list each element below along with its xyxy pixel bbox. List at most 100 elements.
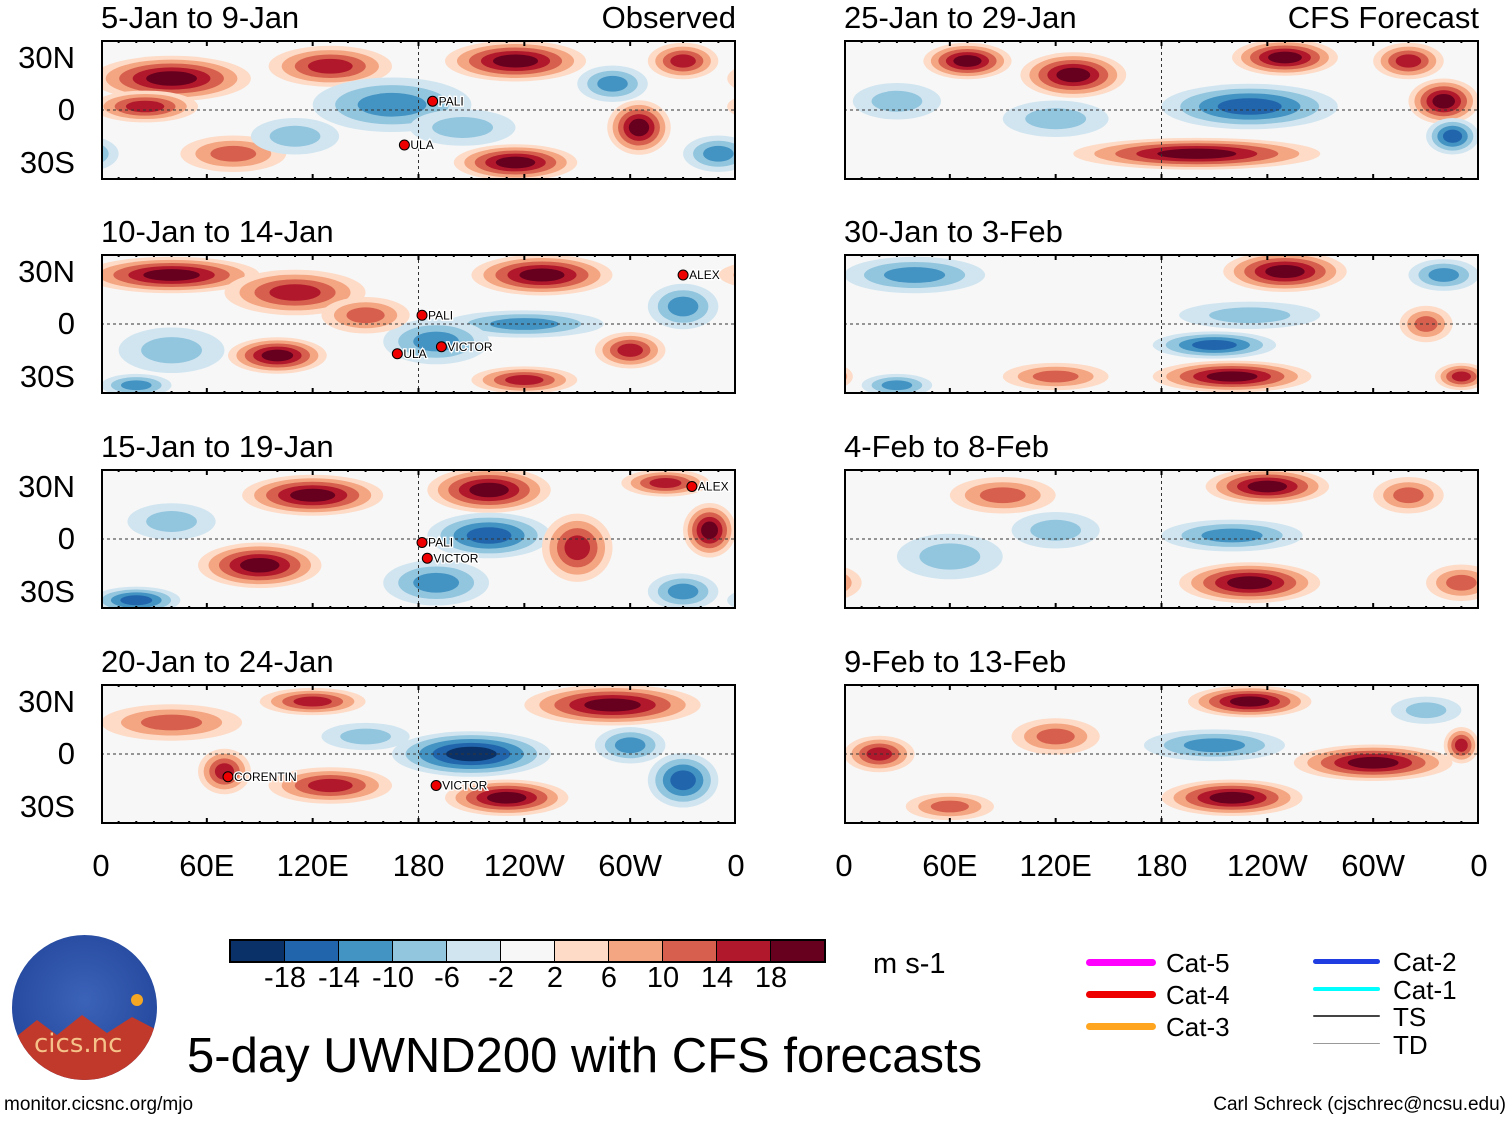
colorbar bbox=[229, 939, 826, 963]
anomaly-contour bbox=[1428, 268, 1460, 282]
colorbar-swatch bbox=[663, 941, 717, 961]
anomaly-contour bbox=[871, 90, 923, 112]
lon-label: 0 bbox=[92, 848, 110, 883]
lon-label: 120W bbox=[1226, 848, 1308, 883]
anomaly-contour bbox=[146, 511, 197, 532]
colorbar-swatch bbox=[609, 941, 663, 961]
anomaly-contour bbox=[432, 117, 494, 138]
source-url[interactable]: monitor.cicsnc.org/mjo bbox=[4, 1094, 194, 1115]
anomaly-contour bbox=[844, 366, 853, 387]
legend-label: Cat-4 bbox=[1166, 980, 1230, 1010]
legend-swatch-cat-5 bbox=[1086, 958, 1156, 966]
storm-label: VICTOR bbox=[442, 779, 487, 793]
lon-label: 60E bbox=[179, 848, 235, 883]
storm-marker bbox=[398, 139, 410, 151]
anomaly-contour bbox=[293, 696, 332, 707]
storm-marker bbox=[677, 269, 689, 281]
anomaly-contour bbox=[667, 583, 699, 600]
lat-label: 0 bbox=[57, 521, 75, 556]
colorbar-swatch bbox=[447, 941, 501, 961]
anomaly-contour bbox=[844, 566, 862, 599]
storm-marker bbox=[435, 341, 447, 353]
anomaly-contour bbox=[1405, 702, 1447, 719]
colorbar-swatch bbox=[717, 941, 771, 961]
anomaly-contour bbox=[1192, 340, 1237, 350]
lon-label: 60W bbox=[1341, 848, 1406, 883]
anomaly-contour bbox=[727, 592, 736, 609]
anomaly-contour bbox=[930, 800, 969, 813]
lat-label: 0 bbox=[57, 306, 75, 341]
wind-anomaly-map: ALEX PALI ULA VICTOR bbox=[101, 254, 736, 394]
storm-marker bbox=[222, 771, 234, 783]
panel-title: 5-Jan to 9-Jan bbox=[101, 0, 300, 35]
anomaly-contour bbox=[239, 557, 280, 573]
storm-label: VICTOR bbox=[447, 340, 492, 354]
forecast-header: CFS Forecast bbox=[1287, 0, 1479, 35]
anomaly-contour bbox=[446, 746, 497, 762]
storm-label: PALI bbox=[439, 94, 464, 108]
anomaly-contour bbox=[486, 791, 527, 804]
anomaly-contour bbox=[1217, 98, 1282, 115]
anomaly-contour bbox=[505, 375, 544, 385]
anomaly-contour bbox=[649, 478, 682, 488]
anomaly-contour bbox=[667, 296, 699, 317]
anomaly-contour bbox=[979, 487, 1026, 504]
wind-anomaly-map bbox=[844, 40, 1479, 180]
legend-label: Cat-5 bbox=[1166, 948, 1230, 978]
lon-label: 180 bbox=[392, 848, 445, 883]
panel-title: 30-Jan to 3-Feb bbox=[844, 214, 1063, 249]
anomaly-contour bbox=[269, 284, 321, 301]
colorbar-tick-label: -6 bbox=[434, 962, 460, 994]
anomaly-contour bbox=[519, 268, 565, 282]
anomaly-contour bbox=[617, 343, 643, 357]
lat-label: 30N bbox=[18, 683, 75, 719]
panel-title: 20-Jan to 24-Jan bbox=[101, 644, 334, 679]
logo: cics.nc bbox=[12, 935, 157, 1080]
storm-label: VICTOR bbox=[433, 551, 478, 565]
anomaly-contour bbox=[1347, 756, 1399, 769]
anomaly-contour bbox=[269, 125, 321, 147]
legend-label: Cat-1 bbox=[1393, 974, 1457, 1005]
lon-label: 120E bbox=[1019, 848, 1092, 883]
storm-label: ULA bbox=[403, 347, 426, 361]
storm-marker bbox=[421, 552, 433, 564]
anomaly-contour bbox=[469, 482, 509, 498]
anomaly-contour bbox=[413, 331, 460, 352]
colorbar-tick-label: -10 bbox=[372, 962, 414, 994]
colorbar-tick-label: -14 bbox=[318, 962, 360, 994]
anomaly-contour bbox=[1247, 480, 1288, 493]
anomaly-contour bbox=[1183, 738, 1245, 753]
storm-marker bbox=[416, 537, 428, 548]
anomaly-contour bbox=[1229, 696, 1270, 707]
colorbar-tick-label: 18 bbox=[754, 962, 788, 994]
colorbar-swatch bbox=[771, 941, 824, 961]
anomaly-contour bbox=[866, 747, 893, 761]
anomaly-contour bbox=[1201, 528, 1263, 543]
anomaly-contour bbox=[1025, 108, 1087, 130]
anomaly-contour bbox=[125, 100, 165, 113]
legend-swatch-ts bbox=[1313, 1015, 1380, 1017]
anomaly-contour bbox=[1157, 148, 1237, 159]
anomaly-contour bbox=[120, 595, 153, 606]
anomaly-contour bbox=[1451, 371, 1471, 382]
anomaly-contour bbox=[120, 380, 152, 391]
anomaly-contour bbox=[1030, 519, 1082, 541]
colorbar-tick-label: 14 bbox=[700, 962, 734, 994]
storm-label: CORENTIN bbox=[234, 770, 297, 784]
anomaly-contour bbox=[1268, 51, 1302, 64]
anomaly-contour bbox=[1442, 129, 1463, 143]
anomaly-contour bbox=[307, 58, 353, 74]
lon-label: 60W bbox=[598, 848, 663, 883]
credit: Carl Schreck (cjschrec@ncsu.edu) bbox=[1213, 1094, 1506, 1115]
lat-label: 30N bbox=[18, 253, 75, 289]
anomaly-contour bbox=[357, 92, 427, 117]
observed-header: Observed bbox=[601, 0, 736, 35]
wind-anomaly-map bbox=[844, 469, 1479, 609]
lon-label: 120W bbox=[483, 848, 565, 883]
anomaly-contour bbox=[101, 137, 119, 170]
anomaly-contour bbox=[1432, 93, 1456, 109]
storm-label: PALI bbox=[428, 536, 453, 550]
anomaly-contour bbox=[141, 337, 202, 364]
